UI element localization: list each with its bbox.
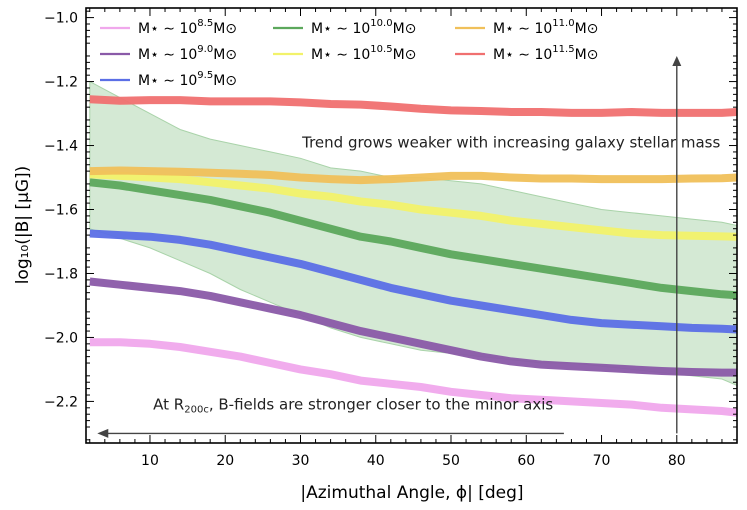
plot-frame <box>85 7 738 444</box>
arrow-left <box>97 428 564 438</box>
annotation-layer: Trend grows weaker with increasing galax… <box>153 133 720 415</box>
legend-entry-4: M⋆ ∼ 1010.0M⊙ <box>273 18 416 37</box>
annotation-trend: Trend grows weaker with increasing galax… <box>301 133 720 151</box>
legend-label-unit: M⊙ <box>575 21 599 37</box>
series-layer <box>89 95 737 417</box>
legend-label-exp: 9.5 <box>197 70 213 81</box>
arrow-layer <box>97 55 682 438</box>
series-line-5 <box>89 170 737 241</box>
series-line-4 <box>89 178 737 300</box>
x-tick-label: 70 <box>593 453 611 469</box>
legend-label-base: M⋆ ∼ 10 <box>493 21 552 37</box>
legend-label: M⋆ ∼ 1010.5M⊙ <box>311 44 416 63</box>
legend-label-base: M⋆ ∼ 10 <box>138 47 197 63</box>
series-line-7 <box>89 95 737 117</box>
legend-label-unit: M⊙ <box>213 21 237 37</box>
annotation-minor-axis-sub: 200c <box>184 405 209 416</box>
legend-entry-3: M⋆ ∼ 109.5M⊙ <box>100 70 237 89</box>
legend-label: M⋆ ∼ 1011.0M⊙ <box>493 18 598 37</box>
series-line-3 <box>89 229 737 334</box>
legend-entry-5: M⋆ ∼ 1010.5M⊙ <box>273 44 416 63</box>
y-tick-label: −1.2 <box>44 75 78 91</box>
legend-label-unit: M⊙ <box>393 47 417 63</box>
x-tick-label: 20 <box>216 453 234 469</box>
legend-label-exp: 11.5 <box>552 44 574 55</box>
legend-label-base: M⋆ ∼ 10 <box>311 21 370 37</box>
legend-label-base: M⋆ ∼ 10 <box>493 47 552 63</box>
legend-label-unit: M⊙ <box>213 73 237 89</box>
annotation-minor-axis: At R200c, B-fields are stronger closer t… <box>153 396 553 416</box>
legend-label: M⋆ ∼ 1011.5M⊙ <box>493 44 598 63</box>
axes: 10 20 30 40 50 60 70 80 −2.2 −2.0 −1.8 −1.6 −1.4 −1.2… <box>44 7 738 469</box>
legend-label-exp: 11.0 <box>552 18 574 29</box>
arrow-head <box>97 428 109 438</box>
legend-label-unit: M⊙ <box>575 47 599 63</box>
legend-label-unit: M⊙ <box>213 47 237 63</box>
annotation-minor-axis-pre: At R <box>153 396 184 414</box>
series-line-1 <box>89 338 737 417</box>
legend: M⋆ ∼ 108.5M⊙M⋆ ∼ 109.0M⊙M⋆ ∼ 109.5M⊙M⋆ ∼… <box>100 18 598 89</box>
x-tick-label: 80 <box>668 453 686 469</box>
arrow-up <box>672 55 682 434</box>
legend-label-base: M⋆ ∼ 10 <box>311 47 370 63</box>
x-tick-label: 40 <box>367 453 385 469</box>
legend-label-unit: M⊙ <box>393 21 417 37</box>
x-axis-title: |Azimuthal Angle, ϕ| [deg] <box>300 483 523 503</box>
legend-label: M⋆ ∼ 1010.0M⊙ <box>311 18 416 37</box>
legend-label-base: M⋆ ∼ 10 <box>138 73 197 89</box>
legend-entry-1: M⋆ ∼ 108.5M⊙ <box>100 18 237 37</box>
y-tick-label: −1.8 <box>44 266 78 282</box>
x-tick-label: 50 <box>442 453 460 469</box>
legend-label: M⋆ ∼ 108.5M⊙ <box>138 18 237 37</box>
x-tick-label: 30 <box>292 453 310 469</box>
legend-label-exp: 8.5 <box>197 18 213 29</box>
x-tick-label: 10 <box>141 453 159 469</box>
x-tick-label: 60 <box>517 453 535 469</box>
arrow-head <box>672 55 682 66</box>
series-line-2 <box>89 277 737 377</box>
y-tick-label: −1.6 <box>44 203 78 219</box>
legend-entry-2: M⋆ ∼ 109.0M⊙ <box>100 44 237 63</box>
y-tick-label: −2.2 <box>44 394 78 410</box>
y-tick-label: −2.0 <box>44 330 78 346</box>
series-line-6 <box>89 166 737 185</box>
y-tick-label: −1.0 <box>44 11 78 27</box>
legend-label-exp: 10.5 <box>370 44 392 55</box>
legend-entry-7: M⋆ ∼ 1011.5M⊙ <box>455 44 598 63</box>
legend-label-exp: 9.0 <box>197 44 213 55</box>
legend-label: M⋆ ∼ 109.0M⊙ <box>138 44 237 63</box>
y-axis-title: log₁₀(|B| [μG]) <box>13 166 33 285</box>
legend-label-exp: 10.0 <box>370 18 392 29</box>
legend-entry-6: M⋆ ∼ 1011.0M⊙ <box>455 18 598 37</box>
legend-label-base: M⋆ ∼ 10 <box>138 21 197 37</box>
y-tick-label: −1.4 <box>44 139 78 155</box>
annotation-minor-axis-post: , B-fields are stronger closer to the mi… <box>209 396 554 414</box>
legend-label: M⋆ ∼ 109.5M⊙ <box>138 70 237 89</box>
